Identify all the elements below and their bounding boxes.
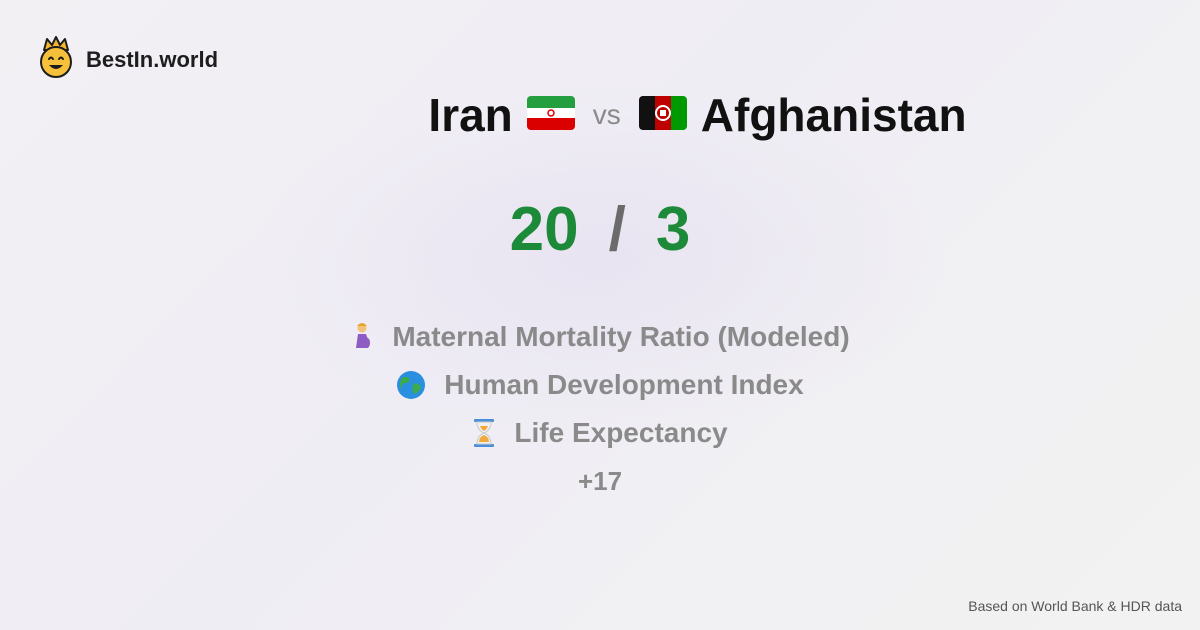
metric-item[interactable]: Maternal Mortality Ratio (Modeled): [0, 313, 1200, 361]
brand[interactable]: BestIn.world: [38, 36, 218, 83]
iran-flag-icon: [526, 95, 575, 135]
pregnant-woman-icon: [350, 322, 374, 352]
metric-item[interactable]: Human Development Index: [0, 361, 1200, 409]
hourglass-icon: [472, 418, 496, 448]
score: 20 / 3: [0, 194, 1200, 265]
score-separator: /: [608, 195, 626, 264]
globe-icon: [396, 370, 426, 400]
more-metrics-count[interactable]: +17: [577, 466, 623, 496]
metric-item[interactable]: Life Expectancy: [0, 409, 1200, 457]
score-b: 3: [655, 195, 691, 264]
crown-face-icon: [38, 36, 74, 83]
metric-label: Maternal Mortality Ratio (Modeled): [392, 321, 850, 352]
background-glow: [250, 80, 950, 440]
score-a: 20: [509, 195, 579, 264]
comparison-title: Iran vs Afghanistan: [0, 88, 1200, 142]
metric-label: Human Development Index: [444, 369, 804, 400]
brand-name: BestIn.world: [86, 46, 219, 72]
metrics-list: Maternal Mortality Ratio (Modeled) Human…: [0, 313, 1200, 505]
data-source-note: Based on World Bank & HDR data: [968, 598, 1182, 614]
country-b-name[interactable]: Afghanistan: [700, 89, 967, 141]
country-a-name[interactable]: Iran: [428, 89, 513, 141]
vs-label: vs: [592, 99, 621, 130]
afghanistan-flag-icon: [638, 95, 687, 135]
metric-label: Life Expectancy: [514, 417, 728, 448]
